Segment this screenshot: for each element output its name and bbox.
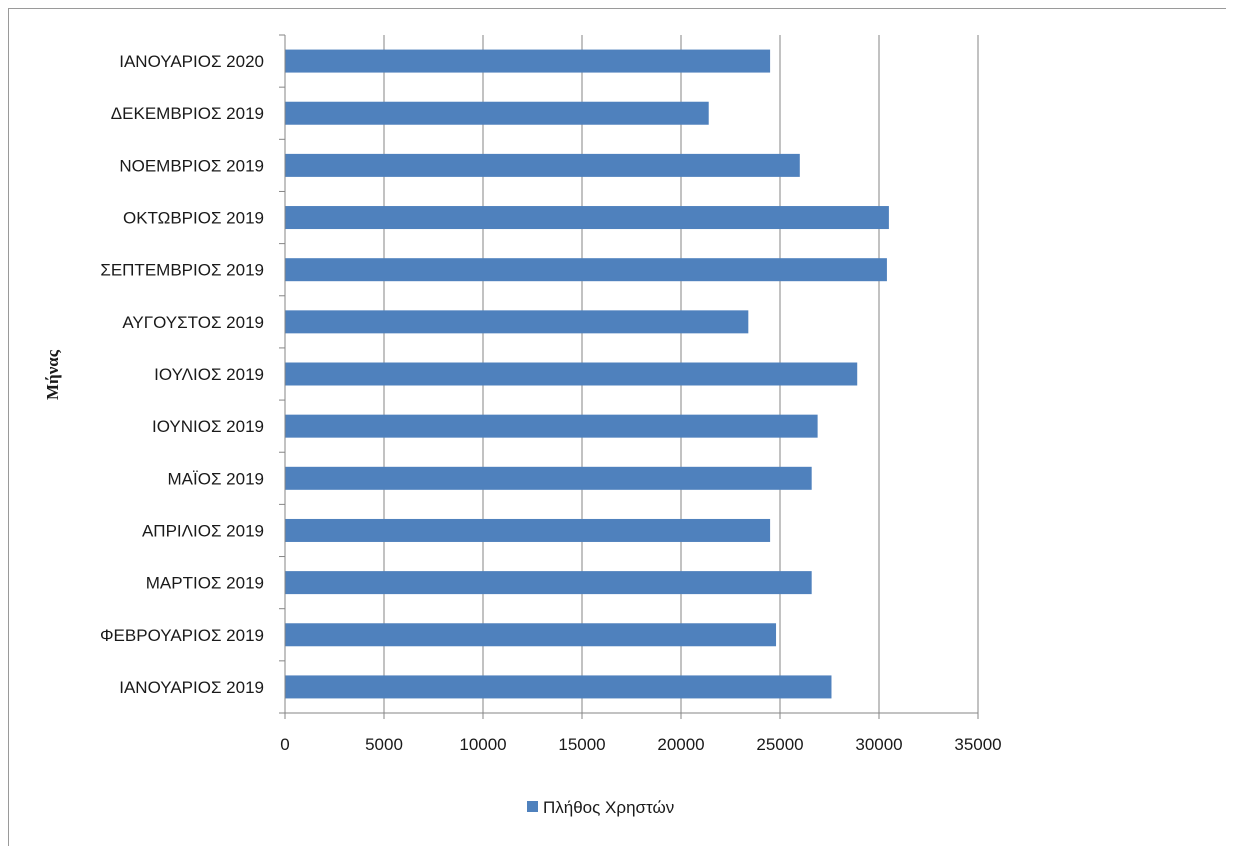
- category-label: ΑΠΡΙΛΙΟΣ 2019: [142, 521, 264, 540]
- category-label: ΔΕΚΕΜΒΡΙΟΣ 2019: [111, 104, 264, 123]
- bar: [285, 571, 812, 595]
- bar: [285, 49, 771, 73]
- bar: [285, 414, 818, 438]
- category-label: ΙΟΥΛΙΟΣ 2019: [154, 365, 264, 384]
- category-label: ΦΕΒΡΟΥΑΡΙΟΣ 2019: [100, 626, 264, 645]
- category-label: ΝΟΕΜΒΡΙΟΣ 2019: [119, 156, 264, 175]
- y-axis-title: Μήνας: [43, 349, 62, 400]
- x-tick-label: 30000: [855, 735, 902, 754]
- x-tick-label: 10000: [459, 735, 506, 754]
- legend-label: Πλήθος Χρηστών: [543, 798, 674, 817]
- labels: 0 5000 10000 15000 20000 25000 30000 35000 ΙΑΝΟΥ…: [100, 52, 1002, 754]
- bar: [285, 675, 832, 699]
- axes: [279, 34, 979, 719]
- x-tick-label: 5000: [365, 735, 403, 754]
- bar: [285, 310, 749, 334]
- category-label: ΙΑΝΟΥΑΡΙΟΣ 2019: [119, 678, 264, 697]
- category-label: ΜΑΡΤΙΟΣ 2019: [146, 574, 264, 593]
- x-tick-label: 0: [280, 735, 289, 754]
- category-label: ΜΑΪΟΣ 2019: [168, 469, 265, 488]
- x-tick-label: 15000: [558, 735, 605, 754]
- x-tick-label: 25000: [756, 735, 803, 754]
- category-label: ΑΥΓΟΥΣΤΟΣ 2019: [122, 313, 264, 332]
- bar: [285, 101, 709, 125]
- bar: [285, 466, 812, 490]
- bar: [285, 206, 889, 230]
- category-label: ΙΟΥΝΙΟΣ 2019: [152, 417, 264, 436]
- bar: [285, 518, 771, 542]
- bar: [285, 153, 800, 177]
- category-label: ΙΑΝΟΥΑΡΙΟΣ 2020: [119, 52, 264, 71]
- legend: Πλήθος Χρηστών: [527, 798, 674, 817]
- bar: [285, 362, 858, 386]
- category-label: ΣΕΠΤΕΜΒΡΙΟΣ 2019: [100, 261, 264, 280]
- bar: [285, 258, 887, 282]
- legend-swatch: [527, 801, 538, 812]
- x-tick-label: 35000: [954, 735, 1001, 754]
- bars: [285, 49, 889, 699]
- x-tick-label: 20000: [657, 735, 704, 754]
- bar: [285, 623, 777, 647]
- category-label: ΟΚΤΩΒΡΙΟΣ 2019: [123, 209, 264, 228]
